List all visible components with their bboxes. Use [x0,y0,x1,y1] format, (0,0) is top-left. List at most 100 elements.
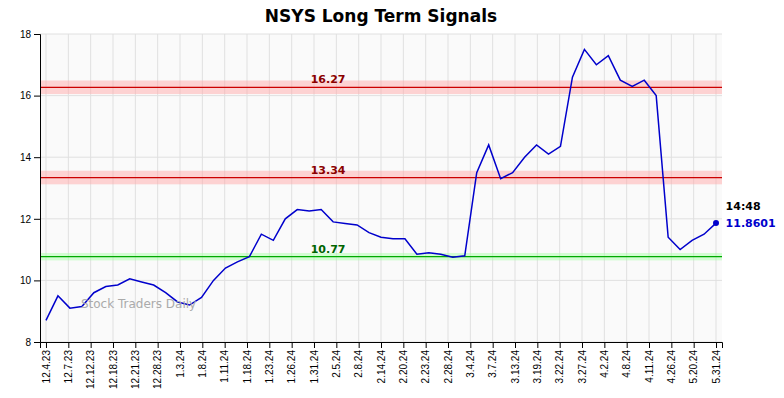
grid-line-x [693,34,694,342]
end-point [713,220,719,226]
x-tick: 1.3.24 [175,342,186,378]
x-tick-label: 3.19.24 [532,350,543,384]
x-tick-label: 5.20.24 [688,350,699,384]
x-tick: 4.8.24 [621,342,632,378]
x-tick-mark [269,342,270,348]
x-tick: 12.7.23 [63,342,74,383]
x-tick: 4.2.24 [599,342,610,378]
grid-line-x [559,34,560,342]
x-tick: 4.26.24 [666,342,677,383]
x-tick: 1.23.24 [264,342,275,383]
reference-band [40,253,722,260]
x-tick-mark [91,342,92,348]
reference-line [40,87,722,88]
x-tick-mark [202,342,203,348]
x-tick: 3.27.24 [577,342,588,383]
y-tick-mark [34,34,40,35]
x-tick-label: 1.31.24 [309,350,320,384]
y-tick: 16 [20,90,40,101]
watermark: Stock Traders Daily [81,297,196,311]
grid-line-x [246,34,247,342]
y-tick: 14 [20,152,40,163]
annotation: 11.8601 [726,217,776,230]
price-line [46,49,716,320]
grid-line-x [381,34,382,342]
grid-line-x [448,34,449,342]
x-tick: 12.21.23 [130,342,141,389]
x-tick: 4.11.24 [644,342,655,383]
reference-label: 10.77 [311,243,346,256]
y-tick-label: 12 [20,214,32,225]
x-tick-mark [403,342,404,348]
x-tick: 1.31.24 [309,342,320,383]
x-tick: 1.18.24 [242,342,253,383]
grid-line-x [425,34,426,342]
x-tick-label: 2.20.24 [398,350,409,384]
x-tick-label: 12.18.23 [108,350,119,389]
x-tick-mark [225,342,226,348]
plot: 12.4.2312.7.2312.12.2312.18.2312.21.2312… [20,29,776,389]
x-tick: 1.8.24 [197,342,208,378]
grid-line-x [671,34,672,342]
x-tick-mark [68,342,69,348]
grid-line-x [269,34,270,342]
y-tick-mark [34,96,40,97]
x-tick-label: 4.26.24 [666,350,677,384]
reference-band [40,81,722,95]
y-tick: 18 [20,29,40,40]
x-tick-mark [180,342,181,348]
x-tick-label: 1.8.24 [197,350,208,378]
x-tick: 2.8.24 [353,342,364,378]
reference-label: 13.34 [311,164,346,177]
grid-line-x [626,34,627,342]
x-tick: 2.20.24 [398,342,409,383]
x-tick-mark [292,342,293,348]
grid-line-y [40,218,722,219]
x-tick: 3.13.24 [510,342,521,383]
x-tick-label: 12.21.23 [130,350,141,389]
x-tick-mark [582,342,583,348]
grid [40,34,722,342]
x-tick: 2.23.24 [420,342,431,383]
grid-line-x [45,34,46,342]
x-tick: 3.4.24 [465,342,476,378]
x-tick-label: 4.11.24 [644,350,655,383]
grid-line-x [604,34,605,342]
x-tick-mark [515,342,516,348]
x-tick-label: 3.27.24 [577,350,588,384]
grid-line-x [224,34,225,342]
x-tick-mark [560,342,561,348]
x-tick: 12.28.23 [152,342,163,389]
y-tick-label: 16 [20,90,32,101]
grid-line-x [157,34,158,342]
x-tick-label: 1.3.24 [175,350,186,378]
x-tick-label: 4.2.24 [599,350,610,378]
x-tick: 3.22.24 [554,342,565,383]
grid-line-x [112,34,113,342]
y-tick-mark [34,219,40,220]
y-tick-label: 14 [20,152,32,163]
y-tick-mark [34,280,40,281]
grid-line-x [358,34,359,342]
x-tick-mark [694,342,695,348]
grid-line-y [40,95,722,96]
reference-line [40,256,722,257]
x-tick-mark [716,342,717,348]
x-tick-mark [493,342,494,348]
x-tick-mark [135,342,136,348]
y-tick-label: 8 [25,337,31,348]
x-tick-mark [46,342,47,348]
x-tick-label: 12.7.23 [63,350,74,384]
grid-line-x [135,34,136,342]
x-tick-label: 12.28.23 [152,350,163,389]
grid-line-x [403,34,404,342]
x-tick-mark [314,342,315,348]
grid-line-x [649,34,650,342]
y-tick: 8 [25,337,40,348]
x-tick-mark [604,342,605,348]
y-tick-mark [34,342,40,343]
annotation: 14:48 [726,200,761,213]
reference-line [40,177,722,178]
x-tick-label: 1.18.24 [242,350,253,384]
grid-line-x [179,34,180,342]
